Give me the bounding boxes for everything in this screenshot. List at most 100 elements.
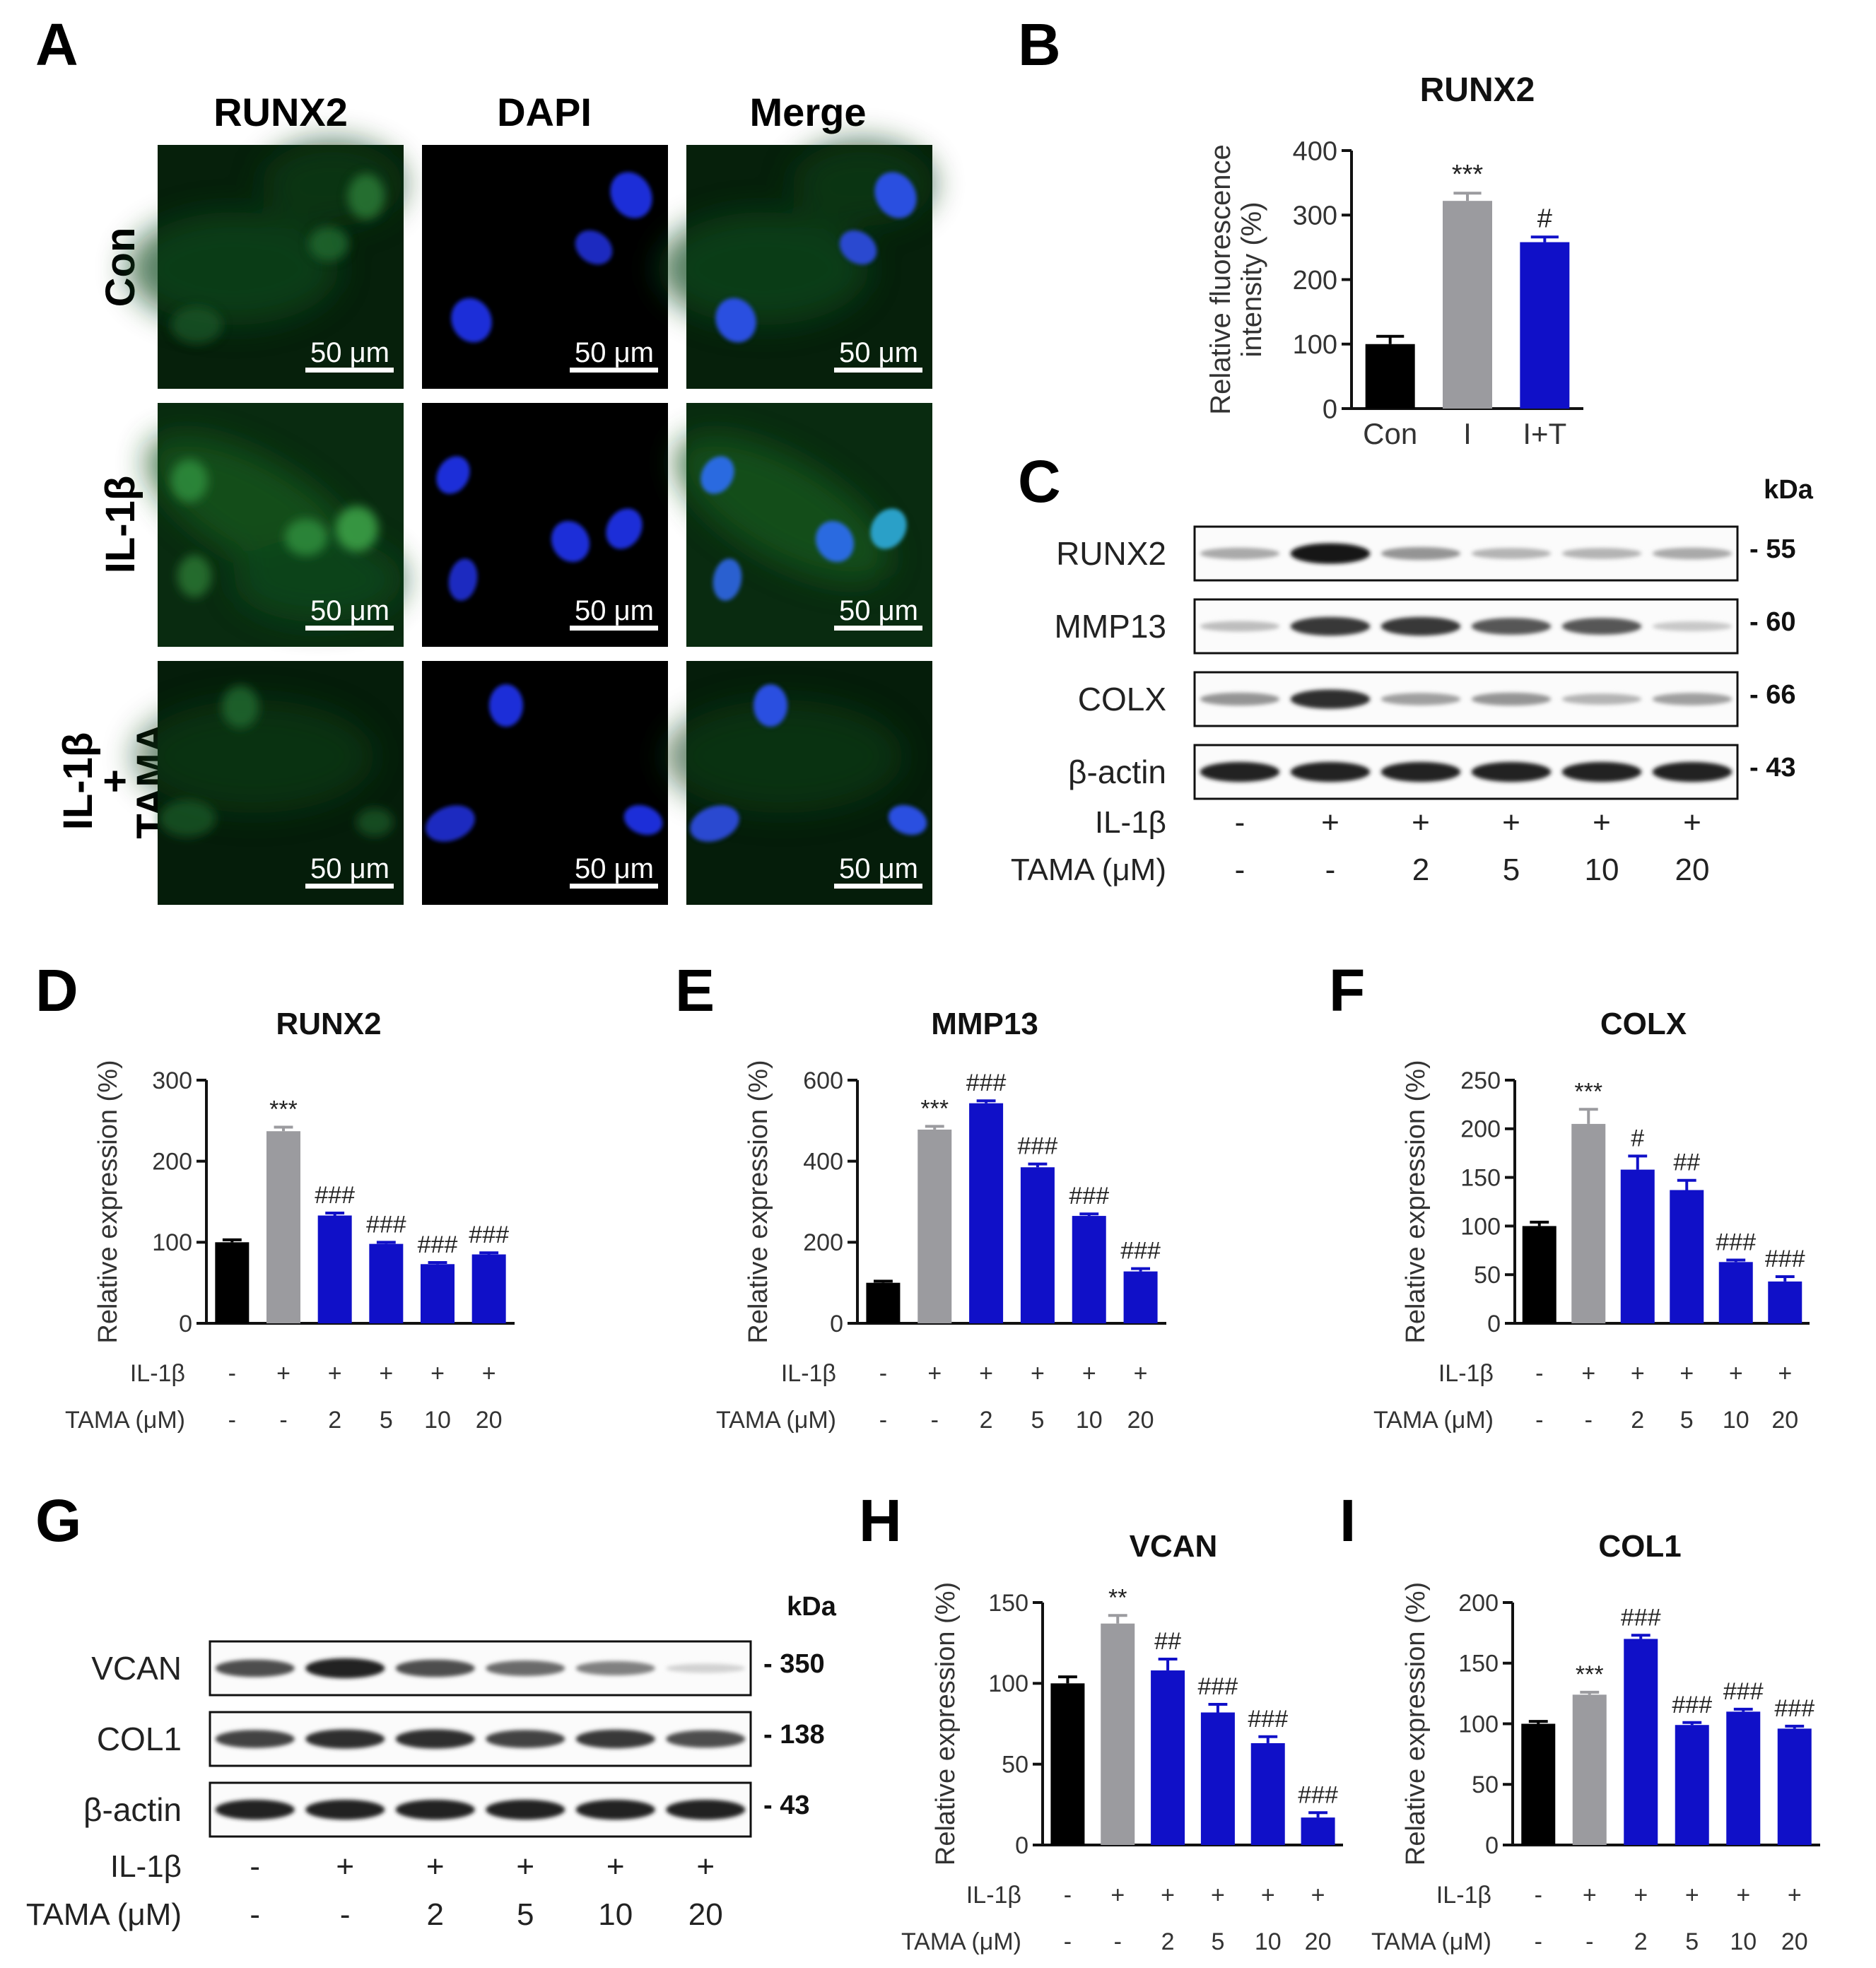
scale-bar-label: 50 μm [575,337,654,368]
blot-band [395,1659,475,1677]
y-axis-label: Relative expression (%) [1401,1582,1431,1866]
bar [1620,1169,1655,1323]
bar [1200,1712,1235,1845]
significance-label: ### [1672,1692,1712,1718]
treatment-value: 10 [1585,853,1619,887]
blot-strip [209,1640,752,1697]
scale-bar [834,884,922,889]
blot-band [486,1660,565,1676]
bar [1520,242,1570,409]
treatment-row-label: IL-1β [1436,1882,1491,1909]
treatment-value: - [279,1407,287,1434]
blot-band [1200,547,1280,560]
scale-bar [570,884,658,889]
y-tick-label: 0 [1487,1311,1501,1337]
treatment-value: 2 [1161,1928,1175,1955]
blot-band [1290,543,1371,564]
y-tick-label: 50 [1474,1262,1501,1289]
treatment-value: + [430,1360,445,1387]
y-tick-label: 400 [1293,136,1337,166]
bar [1572,1694,1607,1845]
significance-label: ### [1774,1695,1815,1722]
image-il1b-tama-dapi: 50 μm [422,661,668,905]
blot-band [1380,616,1461,636]
column-header-runx2: RUNX2 [213,90,348,134]
blot-band [575,1729,655,1749]
blot-row-label: VCAN [91,1650,182,1687]
kda-marker: - 43 [1749,753,1795,783]
treatment-value: 10 [1723,1407,1749,1434]
scale-bar [834,368,922,373]
treatment-value: 2 [1634,1928,1648,1955]
scale-bar-label: 50 μm [575,853,654,884]
y-axis-label-line: Relative expression (%) [744,1060,773,1343]
treatment-row-label: TAMA (μM) [716,1407,836,1434]
kda-marker: - 60 [1749,607,1795,637]
image-con-merge: 50 μm [657,141,933,389]
bar [1151,1670,1185,1845]
blot-band [666,1799,746,1820]
blot-band [1471,761,1552,783]
x-tick-label: I+T [1523,417,1566,450]
scale-bar [305,368,394,373]
treatment-value: 2 [1631,1407,1644,1434]
blot-band [1561,761,1642,783]
significance-label: ### [1018,1133,1058,1160]
y-tick-label: 150 [1460,1165,1501,1192]
significance-label: # [1631,1125,1644,1152]
blot-band [1561,548,1642,559]
panel-letter-b: B [1018,11,1061,78]
blot-band [1652,693,1733,705]
blot-strip [209,1781,752,1838]
bar [918,1129,952,1323]
y-axis-label-line: Relative expression (%) [93,1060,123,1343]
bar [369,1243,404,1323]
significance-label: ### [966,1070,1007,1096]
y-tick-label: 200 [152,1149,192,1176]
y-tick-label: 200 [1460,1116,1501,1143]
chart-title: COL1 [1598,1529,1681,1564]
blot-band [1380,761,1461,783]
treatment-value: + [516,1849,534,1884]
treatment-value: 2 [1412,853,1429,887]
scale-bar-label: 50 μm [839,595,918,626]
treatment-value: + [1593,805,1611,840]
blot-band [215,1799,295,1820]
treatment-value: + [1634,1882,1648,1909]
treatment-value: - [250,1897,260,1932]
treatment-value: 20 [476,1407,503,1434]
treatment-value: + [336,1849,354,1884]
y-axis-label: Relative expression (%) [931,1582,961,1866]
bar [421,1264,455,1323]
treatment-value: - [1114,1928,1122,1955]
blot-row-label: β-actin [1068,754,1166,790]
y-tick-label: 250 [1460,1067,1501,1094]
treatment-value: + [1631,1360,1645,1387]
significance-label: ### [1298,1781,1338,1808]
y-tick-label: 150 [1458,1651,1499,1677]
treatment-value: + [1729,1360,1743,1387]
kda-unit-label: kDa [1764,475,1814,505]
blot-strip [1193,671,1739,727]
chart-b-runx2-fluorescence: RUNX2 0 100 200 300 400 Relative fluorescence i… [1205,71,1583,450]
blot-band [666,1663,746,1673]
western-blot-c: kDa RUNX2 - 55 MMP13 - 60 COLX - 66 β-actin - 43… [1011,475,1814,887]
scale-bar-label: 50 μm [310,337,389,368]
treatment-value: + [1161,1882,1175,1909]
bar [1768,1281,1802,1323]
treatment-value: 5 [1503,853,1520,887]
y-tick-label: 300 [152,1067,192,1094]
y-axis-label-line: Relative expression (%) [931,1582,961,1866]
treatment-value: 10 [1255,1928,1282,1955]
significance-label: ### [1716,1229,1756,1256]
scale-bar [570,626,658,631]
y-tick-label: 100 [1460,1213,1501,1240]
significance-label: ## [1154,1628,1181,1655]
panel-letter-a: A [35,11,78,78]
blot-band [575,1799,655,1820]
blot-band [1380,546,1461,561]
blot-band [486,1730,565,1748]
treatment-row-label: IL-1β [1438,1360,1494,1387]
treatment-value: 20 [1127,1407,1154,1434]
